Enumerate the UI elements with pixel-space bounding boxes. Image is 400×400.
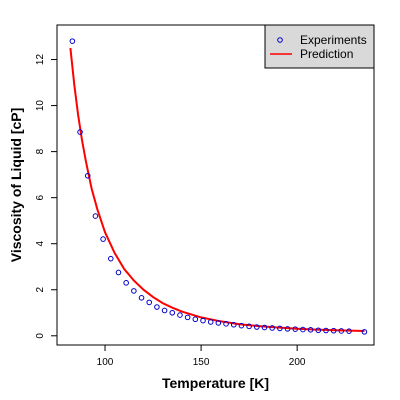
experiment-point: [200, 317, 206, 324]
y-tick-label: 12: [35, 54, 46, 66]
experiment-point: [346, 328, 352, 334]
experiment-point: [361, 329, 368, 335]
experiment-point: [207, 319, 214, 325]
experiment-point: [215, 320, 222, 326]
legend: Experiments Prediction: [264, 24, 375, 69]
experiment-point: [292, 326, 299, 332]
x-axis-title: Temperature [K]: [162, 375, 269, 391]
experiment-point: [154, 304, 160, 310]
experiment-point: [177, 312, 183, 318]
experiment-point: [315, 327, 322, 334]
experiment-point: [92, 213, 99, 219]
experiment-point: [338, 328, 345, 334]
y-axis-title: Viscosity of Liquid [cP]: [8, 108, 24, 263]
legend-marker-experiments: [277, 37, 283, 43]
experiment-point: [238, 322, 245, 329]
y-tick-label: 10: [35, 100, 46, 112]
experiment-point: [115, 269, 122, 276]
experiment-point: [161, 307, 168, 314]
experiment-point: [307, 327, 314, 333]
experiment-point: [84, 172, 91, 179]
experiment-point: [184, 314, 191, 321]
plot-frame: [56, 24, 375, 346]
legend-box: [264, 24, 375, 69]
experiment-point: [330, 327, 337, 334]
experiment-point: [246, 323, 252, 330]
y-tick-label: 2: [35, 287, 46, 293]
experiment-point: [138, 295, 145, 301]
y-tick-label: 4: [35, 240, 46, 246]
experiment-point: [100, 236, 106, 242]
y-tick-label: 6: [35, 194, 46, 200]
experiment-point: [223, 321, 229, 327]
y-tick-label: 0: [35, 333, 46, 339]
experiment-point: [261, 324, 268, 331]
x-tick-label: 150: [193, 357, 210, 368]
x-tick-label: 200: [289, 357, 306, 368]
experiment-point: [77, 129, 83, 135]
experiment-point: [300, 326, 306, 333]
legend-label-experiments: Experiments: [300, 33, 367, 47]
experiment-point: [192, 316, 199, 323]
experiment-point: [254, 324, 260, 330]
legend-label-prediction: Prediction: [300, 47, 353, 61]
experiment-point: [230, 321, 237, 328]
experiment-point: [284, 326, 291, 332]
experiment-point: [269, 325, 275, 331]
experiment-point: [169, 309, 176, 316]
prediction-line: [69, 47, 365, 332]
experiment-point: [69, 38, 76, 44]
y-tick-label: 8: [35, 148, 46, 154]
experiment-point: [107, 255, 114, 262]
experiment-point: [323, 327, 329, 334]
x-tick-label: 100: [97, 357, 114, 368]
experiment-point: [123, 280, 129, 286]
experiment-point: [146, 299, 153, 306]
experiment-point: [277, 325, 283, 332]
experiment-point: [131, 288, 137, 294]
